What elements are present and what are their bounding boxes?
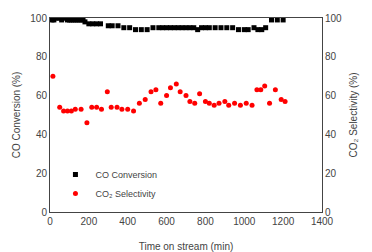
svg-text:40: 40 bbox=[325, 129, 337, 140]
svg-text:600: 600 bbox=[158, 216, 175, 227]
svg-text:20: 20 bbox=[36, 168, 48, 179]
svg-text:60: 60 bbox=[36, 90, 48, 101]
svg-text:CO Conversion (%): CO Conversion (%) bbox=[11, 72, 22, 159]
svg-text:80: 80 bbox=[325, 51, 337, 62]
svg-text:CO₂ Selectivity (%): CO₂ Selectivity (%) bbox=[348, 72, 359, 157]
svg-text:60: 60 bbox=[325, 90, 337, 101]
svg-text:40: 40 bbox=[36, 129, 48, 140]
svg-text:Time on stream (min): Time on stream (min) bbox=[139, 241, 234, 252]
svg-text:100: 100 bbox=[325, 13, 342, 24]
svg-text:1200: 1200 bbox=[272, 216, 295, 227]
svg-text:100: 100 bbox=[30, 13, 47, 24]
svg-text:0: 0 bbox=[41, 207, 47, 218]
svg-text:CO₂ Selectivity: CO₂ Selectivity bbox=[95, 189, 156, 199]
svg-text:CO Conversion: CO Conversion bbox=[95, 170, 157, 180]
svg-text:0: 0 bbox=[47, 216, 53, 227]
svg-text:80: 80 bbox=[36, 51, 48, 62]
svg-text:1000: 1000 bbox=[233, 216, 256, 227]
svg-text:0: 0 bbox=[325, 207, 331, 218]
svg-text:800: 800 bbox=[197, 216, 214, 227]
svg-text:200: 200 bbox=[81, 216, 98, 227]
svg-text:1400: 1400 bbox=[311, 216, 334, 227]
svg-text:400: 400 bbox=[119, 216, 136, 227]
svg-text:20: 20 bbox=[325, 168, 337, 179]
